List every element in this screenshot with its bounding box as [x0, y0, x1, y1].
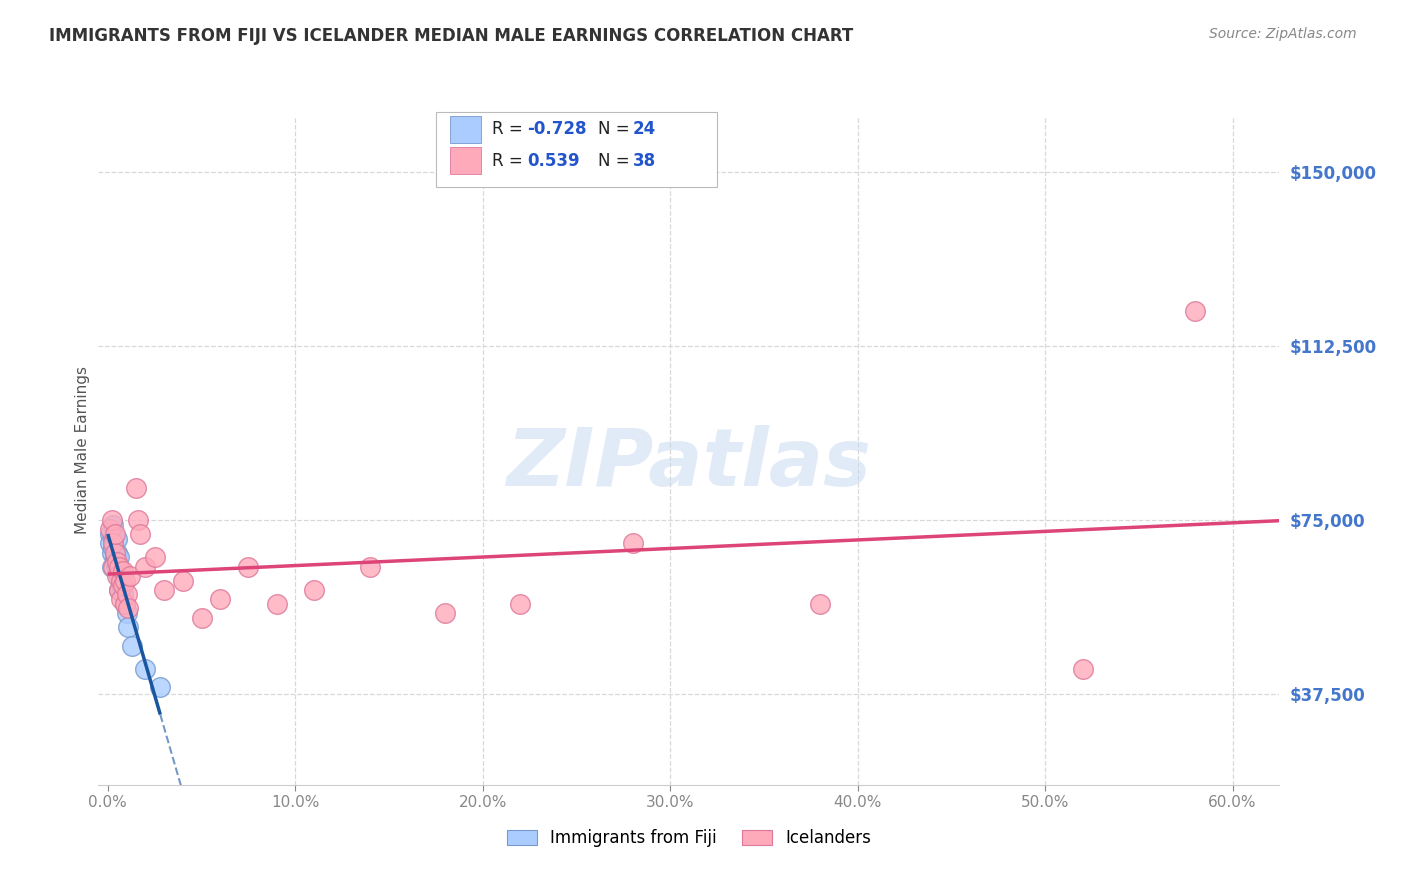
Point [103, 541, 125, 555]
Point [621, 536, 644, 550]
Point [98, 527, 121, 541]
Point [104, 527, 127, 541]
Text: R =: R = [492, 152, 533, 169]
Point [128, 527, 150, 541]
Point [105, 559, 128, 574]
Text: 24: 24 [633, 120, 657, 138]
Point [108, 550, 131, 565]
Point [359, 559, 381, 574]
Point [134, 662, 156, 676]
Point [103, 536, 125, 550]
Point [104, 550, 127, 565]
Point [115, 606, 138, 620]
Point [153, 582, 176, 597]
Point [302, 582, 325, 597]
Point [121, 639, 143, 653]
Point [100, 559, 122, 574]
Point [103, 532, 125, 546]
Point [108, 569, 131, 583]
Point [103, 559, 125, 574]
Point [111, 564, 134, 578]
Point [434, 606, 457, 620]
Point [808, 597, 831, 611]
Point [108, 559, 131, 574]
Point [105, 555, 128, 569]
Point [104, 555, 127, 569]
Text: ZIPatlas: ZIPatlas [506, 425, 872, 503]
Point [110, 574, 132, 588]
Point [114, 597, 136, 611]
Text: R =: R = [492, 120, 529, 138]
Point [98, 523, 121, 537]
Point [120, 569, 142, 583]
Text: N =: N = [598, 152, 634, 169]
Point [117, 620, 139, 634]
Point [1184, 304, 1206, 318]
Point [108, 582, 131, 597]
Point [105, 569, 128, 583]
Point [110, 578, 132, 592]
Point [209, 592, 232, 607]
Y-axis label: Median Male Earnings: Median Male Earnings [75, 367, 90, 534]
Point [134, 559, 156, 574]
Point [172, 574, 194, 588]
Point [100, 513, 122, 527]
Point [1071, 662, 1094, 676]
Point [105, 532, 128, 546]
Point [104, 546, 127, 560]
Point [190, 611, 212, 625]
Point [117, 601, 139, 615]
Point [110, 592, 132, 607]
Point [114, 574, 136, 588]
Point [115, 587, 138, 601]
Point [127, 513, 149, 527]
Point [149, 681, 172, 695]
Point [100, 546, 122, 560]
Legend: Immigrants from Fiji, Icelanders: Immigrants from Fiji, Icelanders [501, 822, 877, 854]
Point [98, 536, 121, 550]
Point [103, 517, 125, 532]
Point [114, 597, 136, 611]
Text: N =: N = [598, 120, 634, 138]
Point [111, 578, 134, 592]
Point [108, 582, 131, 597]
Text: IMMIGRANTS FROM FIJI VS ICELANDER MEDIAN MALE EARNINGS CORRELATION CHART: IMMIGRANTS FROM FIJI VS ICELANDER MEDIAN… [49, 27, 853, 45]
Text: Source: ZipAtlas.com: Source: ZipAtlas.com [1209, 27, 1357, 41]
Point [266, 597, 288, 611]
Point [110, 564, 132, 578]
Point [238, 559, 260, 574]
Text: 38: 38 [633, 152, 655, 169]
Point [143, 550, 166, 565]
Point [509, 597, 531, 611]
Point [111, 587, 134, 601]
Point [105, 546, 128, 560]
Text: -0.728: -0.728 [527, 120, 586, 138]
Text: 0.539: 0.539 [527, 152, 579, 169]
Point [125, 481, 148, 495]
